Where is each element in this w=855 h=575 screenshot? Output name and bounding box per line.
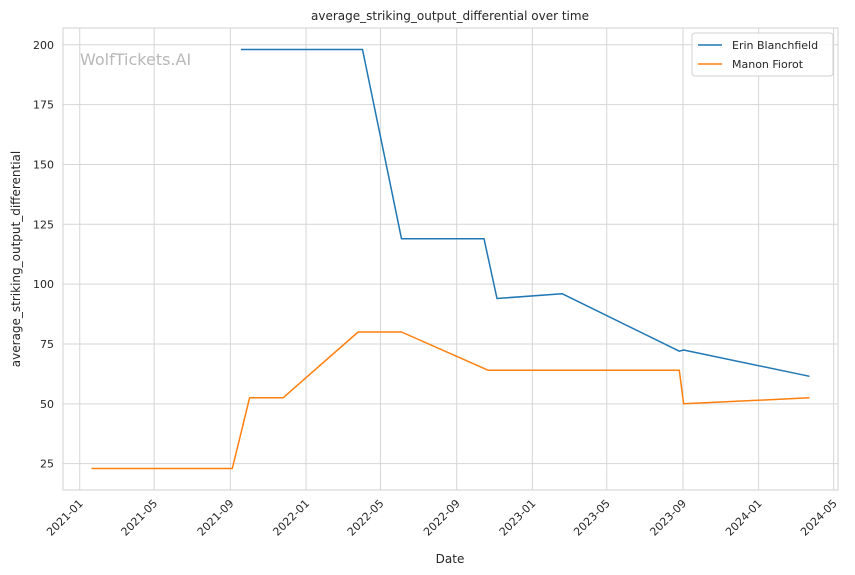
y-tick-label: 50 bbox=[40, 398, 54, 411]
x-tick-label: 2024-05 bbox=[798, 497, 840, 539]
x-tick-label: 2022-05 bbox=[345, 497, 387, 539]
chart-title: average_striking_output_differential ove… bbox=[311, 9, 589, 23]
series-lines bbox=[91, 48, 810, 470]
y-tick-label: 150 bbox=[33, 158, 54, 171]
x-tick-label: 2021-09 bbox=[195, 497, 237, 539]
y-tick-label: 175 bbox=[33, 99, 54, 112]
y-axis-label: average_striking_output_differential bbox=[9, 151, 23, 367]
y-tick-label: 200 bbox=[33, 39, 54, 52]
y-axis-ticks: 25 50 75 100 125 150 175 200 bbox=[33, 39, 54, 471]
y-tick-label: 75 bbox=[40, 338, 54, 351]
legend: Erin Blanchfield Manon Fiorot bbox=[691, 32, 834, 77]
x-tick-label: 2023-05 bbox=[571, 497, 613, 539]
x-tick-label: 2021-01 bbox=[44, 497, 86, 539]
x-tick-label: 2021-05 bbox=[119, 497, 161, 539]
y-tick-label: 100 bbox=[33, 278, 54, 291]
x-axis-ticks: 2021-01 2021-05 2021-09 2022-01 2022-05 2022-… bbox=[44, 497, 840, 539]
y-tick-label: 25 bbox=[40, 458, 54, 471]
legend-label-manon-fiorot: Manon Fiorot bbox=[732, 58, 804, 71]
y-tick-label: 125 bbox=[33, 218, 54, 231]
legend-label-erin-blanchfield: Erin Blanchfield bbox=[732, 39, 818, 52]
plot-frame bbox=[62, 27, 839, 491]
x-tick-label: 2023-09 bbox=[647, 497, 689, 539]
watermark: WolfTickets.AI bbox=[80, 50, 191, 69]
x-tick-label: 2022-09 bbox=[421, 497, 463, 539]
legend-box bbox=[691, 32, 834, 77]
series-line-erin-blanchfield bbox=[240, 48, 810, 378]
series-line-manon-fiorot bbox=[91, 331, 810, 470]
x-tick-label: 2024-01 bbox=[723, 497, 765, 539]
grid bbox=[63, 28, 838, 490]
x-axis-label: Date bbox=[436, 552, 465, 566]
x-tick-label: 2023-01 bbox=[497, 497, 539, 539]
x-tick-label: 2022-01 bbox=[270, 497, 312, 539]
